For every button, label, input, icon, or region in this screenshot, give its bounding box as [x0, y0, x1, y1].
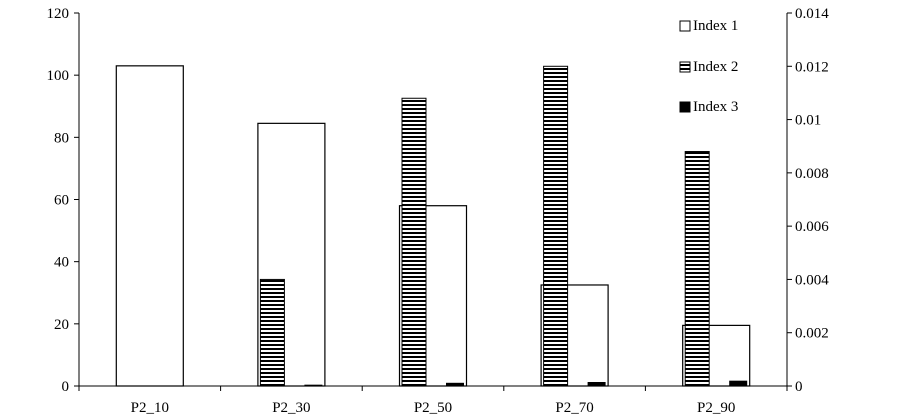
right-tick-label: 0.014 [795, 6, 829, 22]
left-tick-label: 0 [62, 379, 70, 395]
x-tick-label: P2_10 [131, 400, 169, 416]
right-tick-label: 0.004 [795, 272, 829, 288]
left-tick-label: 60 [54, 193, 69, 209]
right-tick-label: 0.006 [795, 219, 829, 235]
x-tick-label: P2_70 [555, 400, 593, 416]
bar-index-2 [543, 65, 569, 387]
right-tick-label: 0 [795, 379, 803, 395]
x-tick-label: P2_90 [697, 400, 735, 416]
x-axis-labels: P2_10 P2_30 P2_50 P2_70 P2_90 [78, 386, 788, 416]
bar-index-3 [446, 382, 464, 386]
bars-group [115, 65, 751, 387]
right-tick-label: 0.002 [795, 326, 829, 342]
legend-swatch [679, 61, 691, 73]
left-tick-label: 120 [47, 6, 70, 22]
right-tick-label: 0.012 [795, 59, 829, 75]
chart-legend: Index 1 Index 2 Index 3 [679, 18, 738, 115]
bar-index-3 [587, 382, 606, 386]
left-axis-ticks: 0 20 40 60 80 100 120 [47, 6, 79, 395]
left-tick-label: 80 [54, 130, 69, 146]
x-tick-label: P2_50 [414, 400, 452, 416]
left-tick-label: 40 [54, 255, 69, 271]
right-tick-label: 0.008 [795, 166, 829, 182]
legend-label: Index 1 [693, 18, 738, 34]
bar-index-1 [115, 65, 184, 387]
legend-label: Index 2 [693, 59, 738, 75]
bar-index-3 [304, 384, 323, 386]
right-axis-ticks: 0 0.002 0.004 0.006 0.008 0.01 0.012 0.014 [787, 6, 829, 395]
left-tick-label: 20 [54, 317, 69, 333]
x-tick-label: P2_30 [272, 400, 310, 416]
legend-swatch [679, 20, 691, 32]
right-tick-label: 0.01 [795, 113, 821, 129]
bar-index-2 [401, 97, 427, 387]
legend-swatch [679, 101, 691, 113]
bar-index-2 [684, 151, 710, 387]
bar-index-2 [259, 278, 285, 387]
left-tick-label: 100 [47, 68, 70, 84]
legend-label: Index 3 [693, 99, 738, 115]
bar-index-3 [729, 380, 748, 386]
